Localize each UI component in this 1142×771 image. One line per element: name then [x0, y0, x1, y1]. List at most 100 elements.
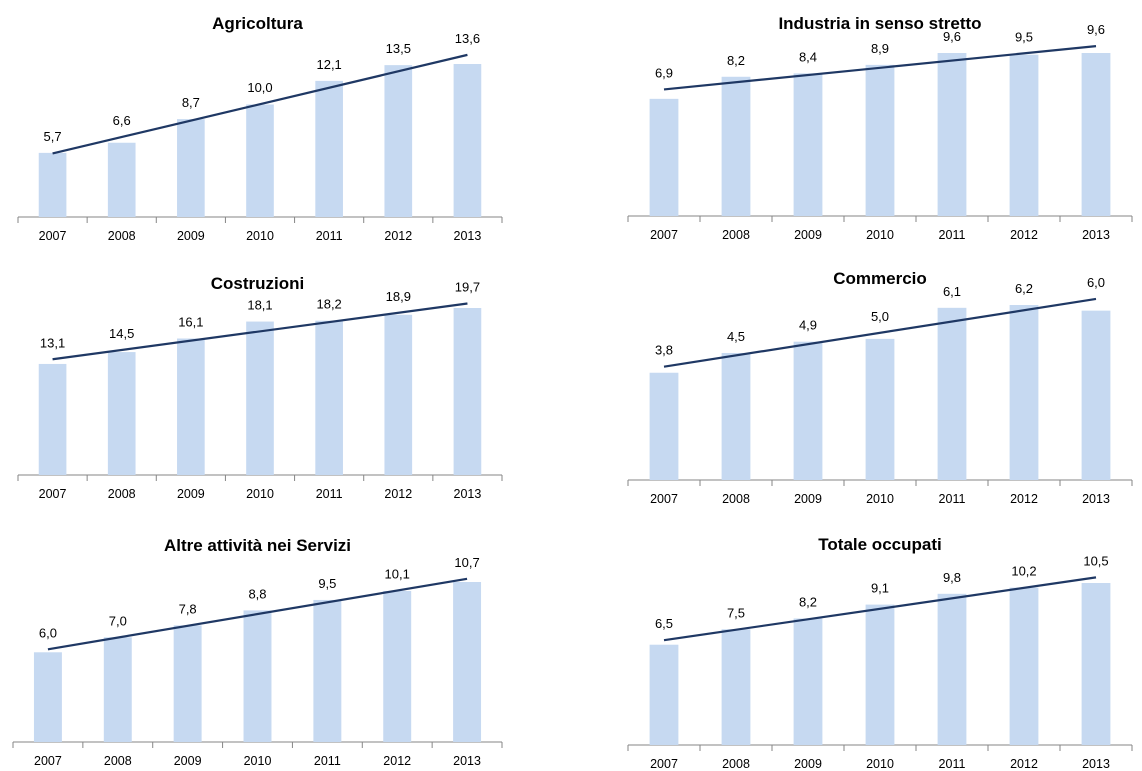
- data-label: 12,1: [316, 57, 341, 72]
- x-tick-label: 2008: [722, 228, 750, 242]
- chart-plot: 3,8 4,5 4,9 5,0 6,1 6,2 6,0 2007 2008 2009 2010 201…: [627, 275, 1133, 506]
- bar: [33, 652, 62, 742]
- data-label: 18,2: [316, 297, 341, 312]
- chart-agricoltura: Agricoltura 5,7 6,6 8,7 10,0 12,1 13,5 13,6 200…: [10, 8, 505, 253]
- x-tick-label: 2007: [650, 757, 678, 771]
- x-tick-label: 2010: [866, 757, 894, 771]
- trend-line: [663, 45, 1097, 91]
- data-label: 4,9: [799, 318, 817, 333]
- x-tick-label: 2008: [722, 757, 750, 771]
- bar: [453, 582, 482, 742]
- bar: [865, 338, 895, 480]
- bar: [315, 80, 343, 217]
- data-label: 18,9: [386, 289, 411, 304]
- bar: [1009, 305, 1039, 480]
- bar: [793, 73, 823, 216]
- x-tick-label: 2012: [384, 229, 412, 243]
- data-label: 9,5: [318, 576, 336, 591]
- x-tick-label: 2010: [246, 487, 274, 501]
- data-label: 7,0: [109, 613, 127, 628]
- data-label: 8,2: [727, 53, 745, 68]
- bar: [937, 307, 967, 480]
- bar: [453, 308, 482, 475]
- x-tick-label: 2009: [794, 228, 822, 242]
- x-tick-label: 2013: [1082, 492, 1110, 506]
- bar: [793, 341, 823, 480]
- data-label: 5,7: [44, 129, 62, 144]
- bar: [177, 338, 205, 475]
- trend-line: [663, 576, 1097, 642]
- x-tick-label: 2009: [177, 229, 205, 243]
- chart-costruzioni: Costruzioni 13,1 14,5 16,1 18,1 18,2 18,9 19,7…: [10, 268, 505, 513]
- x-tick-label: 2012: [1010, 757, 1038, 771]
- data-label: 6,0: [1087, 275, 1105, 290]
- chart-plot: 6,9 8,2 8,4 8,9 9,6 9,5 9,6 2007 2008 2009 2010 201…: [627, 22, 1133, 242]
- x-tick-label: 2010: [866, 492, 894, 506]
- data-label: 5,0: [871, 309, 889, 324]
- chart-plot: 6,0 7,0 7,8 8,8 9,5 10,1 10,7 2007 2008 2009 2010 2…: [12, 555, 503, 768]
- bar: [453, 64, 482, 217]
- bar: [1081, 53, 1111, 216]
- x-tick-label: 2013: [453, 754, 481, 768]
- x-tick-label: 2007: [650, 492, 678, 506]
- x-tick-label: 2013: [454, 487, 482, 501]
- chart-title: Costruzioni: [210, 274, 305, 293]
- bar: [1009, 54, 1039, 216]
- bar: [649, 372, 679, 480]
- data-label: 13,6: [455, 31, 480, 46]
- x-tick-label: 2010: [866, 228, 894, 242]
- bar: [1081, 310, 1111, 480]
- data-label: 13,1: [40, 335, 65, 350]
- x-tick-label: 2009: [794, 492, 822, 506]
- bar: [937, 53, 967, 216]
- data-label: 6,5: [655, 616, 673, 631]
- data-label: 10,0: [247, 80, 272, 95]
- data-label: 6,1: [943, 284, 961, 299]
- data-label: 8,9: [871, 41, 889, 56]
- data-label: 10,5: [1083, 553, 1108, 568]
- chart-title: Commercio: [833, 269, 927, 288]
- bar: [107, 352, 136, 475]
- x-tick-label: 2012: [384, 487, 412, 501]
- x-tick-label: 2008: [722, 492, 750, 506]
- data-label: 6,2: [1015, 281, 1033, 296]
- trend-line: [663, 297, 1097, 368]
- x-tick-label: 2013: [1082, 757, 1110, 771]
- data-label: 9,6: [1087, 22, 1105, 37]
- data-label: 7,5: [727, 605, 745, 620]
- bar: [103, 637, 132, 742]
- x-tick-label: 2011: [939, 228, 966, 242]
- bar: [721, 76, 751, 216]
- x-tick-label: 2012: [383, 754, 411, 768]
- trend-line: [52, 53, 468, 155]
- x-tick-label: 2011: [939, 492, 966, 506]
- chart-title: Agricoltura: [212, 14, 303, 33]
- bar: [649, 644, 679, 745]
- data-label: 9,8: [943, 570, 961, 585]
- chart-title: Industria in senso stretto: [778, 14, 982, 33]
- x-tick-label: 2012: [1010, 492, 1038, 506]
- data-label: 19,7: [455, 279, 480, 294]
- x-tick-label: 2011: [316, 487, 343, 501]
- bar: [1009, 587, 1039, 745]
- data-label: 13,5: [386, 41, 411, 56]
- bar: [1081, 583, 1111, 745]
- x-tick-label: 2007: [39, 487, 67, 501]
- bar: [383, 590, 412, 742]
- chart-plot: 13,1 14,5 16,1 18,1 18,2 18,9 19,7 2007 2008 2009…: [17, 279, 503, 501]
- x-tick-label: 2013: [1082, 228, 1110, 242]
- bar: [315, 320, 343, 475]
- bar: [173, 625, 202, 742]
- data-label: 8,4: [799, 49, 817, 64]
- x-tick-label: 2007: [34, 754, 62, 768]
- data-label: 10,7: [454, 555, 479, 570]
- data-label: 3,8: [655, 343, 673, 358]
- x-tick-label: 2008: [108, 487, 136, 501]
- chart-plot: 6,5 7,5 8,2 9,1 9,8 10,2 10,5 2007 2008 2009 2010 2…: [627, 553, 1133, 771]
- bar: [721, 352, 751, 480]
- data-label: 6,0: [39, 625, 57, 640]
- bar: [865, 64, 895, 216]
- chart-title: Altre attività nei Servizi: [163, 536, 352, 555]
- trend-line: [52, 302, 468, 361]
- x-tick-label: 2007: [650, 228, 678, 242]
